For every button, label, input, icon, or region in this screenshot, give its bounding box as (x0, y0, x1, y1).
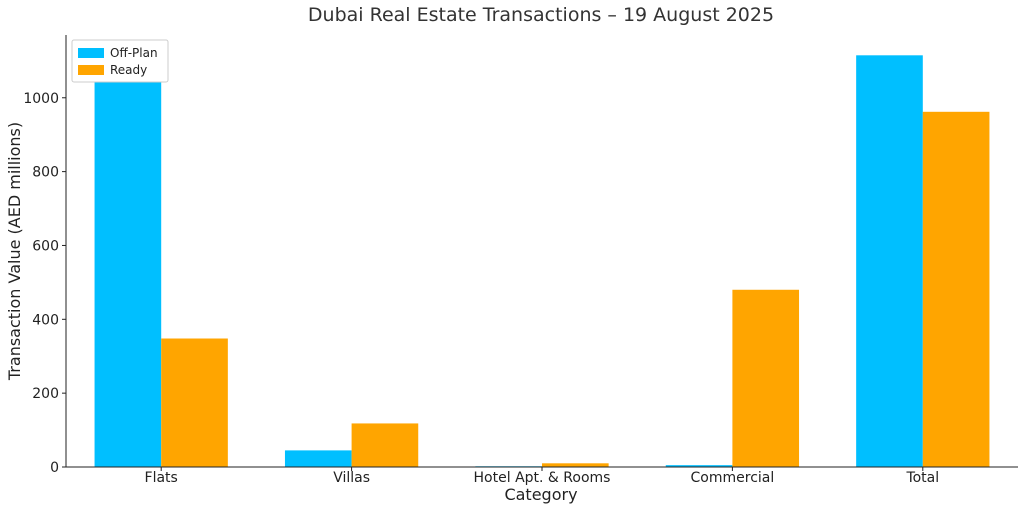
bar-off-plan-0 (94, 77, 162, 467)
y-axis-title: Transaction Value (AED millions) (5, 122, 24, 381)
x-axis-title: Category (504, 485, 577, 504)
bar-ready-2 (542, 463, 609, 467)
plot-area: 0 200 400 600 800 1000 Flats Villas Hotel Apt. &… (23, 35, 1018, 486)
y-tick-label: 200 (32, 386, 59, 402)
bar-off-plan-1 (284, 450, 352, 467)
legend-label: Off-Plan (110, 46, 158, 60)
bar-ready-1 (351, 423, 419, 467)
x-tick-label: Flats (145, 470, 178, 486)
y-tick-label: 400 (32, 312, 59, 328)
y-tick-label: 800 (32, 165, 59, 181)
chart-title: Dubai Real Estate Transactions – 19 Augu… (308, 4, 774, 26)
bar-ready-3 (732, 289, 800, 467)
x-tick-label: Hotel Apt. & Rooms (474, 470, 611, 486)
x-tick-label: Total (905, 470, 939, 486)
bar-ready-0 (161, 338, 228, 467)
x-tick-label: Villas (333, 470, 370, 486)
y-tick-label: 0 (50, 460, 59, 476)
y-tick-label: 1000 (23, 91, 59, 107)
bar-off-plan-4 (856, 55, 923, 468)
y-tick-label: 600 (32, 238, 59, 254)
legend-label: Ready (110, 63, 147, 77)
bar-ready-4 (922, 111, 990, 468)
legend-swatch (78, 65, 104, 75)
x-tick-label: Commercial (691, 470, 775, 486)
legend-swatch (78, 48, 104, 58)
bar-off-plan-3 (665, 465, 733, 467)
